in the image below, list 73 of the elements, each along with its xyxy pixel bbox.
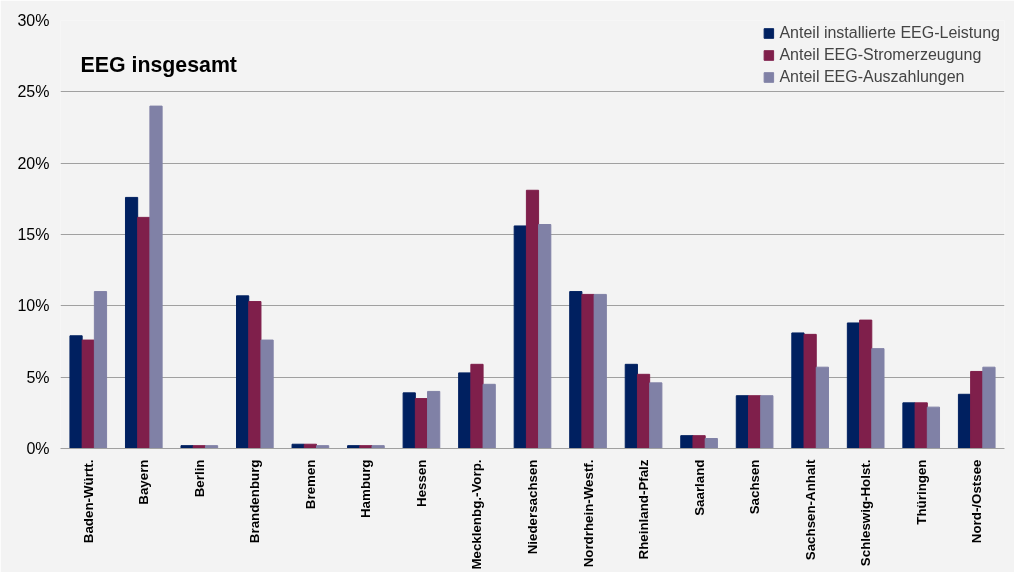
x-tick-label: Nord-/Ostsee <box>969 459 985 544</box>
y-tick-label: 0% <box>26 440 50 457</box>
bar <box>982 366 996 449</box>
y-tick-label: 20% <box>17 154 50 172</box>
bar <box>180 445 194 449</box>
bar <box>236 295 250 449</box>
bar <box>871 348 885 449</box>
text: EEG insgesamt <box>80 52 237 77</box>
x-tick-label: Brandenburg <box>247 459 263 544</box>
bar <box>414 398 429 449</box>
bar <box>636 373 651 449</box>
bar <box>81 339 95 449</box>
x-tick-label: Bayern <box>136 459 152 505</box>
y-tick-label: 30% <box>17 12 50 29</box>
y-tick-label: 15% <box>17 226 50 243</box>
bar <box>124 196 139 449</box>
bar <box>902 402 916 449</box>
bar <box>735 395 750 449</box>
bar <box>371 445 385 449</box>
bar <box>649 382 663 449</box>
bar <box>791 332 805 449</box>
bar <box>815 366 829 449</box>
bar <box>581 293 595 449</box>
bar <box>482 383 496 449</box>
x-tick-label: Baden-Württ. <box>80 459 96 544</box>
bar <box>760 395 774 449</box>
y-tick-label: 5% <box>26 368 50 386</box>
bar <box>470 363 484 449</box>
x-tick-label: Niedersachsen <box>525 459 540 555</box>
bar <box>513 225 527 449</box>
y-tick-label: 10% <box>17 297 50 315</box>
legend-label: Anteil installierte EEG-Leistung <box>779 24 1000 42</box>
legend-label: Anteil EEG-Stromerzeugung <box>779 46 982 64</box>
bar <box>859 319 873 449</box>
x-tick-label: Berlin <box>191 459 207 498</box>
bar <box>593 293 607 449</box>
bar <box>704 438 718 449</box>
x-tick-label: Sachsen <box>747 459 763 515</box>
x-tick-label: Mecklenbg.-Vorp. <box>469 459 485 570</box>
bar <box>458 372 472 449</box>
bar <box>525 189 540 449</box>
bar <box>748 395 762 449</box>
x-tick-label: Nordrhein-Westf. <box>580 459 596 568</box>
bar <box>914 402 928 449</box>
bar <box>569 291 583 449</box>
bar <box>315 445 330 449</box>
x-tick-label: Sachsen-Anhalt <box>802 458 818 561</box>
bar <box>402 392 416 449</box>
bar <box>538 224 552 449</box>
bar <box>957 393 972 449</box>
bar <box>692 435 706 449</box>
x-tick-label: Saarland <box>691 459 707 516</box>
bar <box>137 216 151 449</box>
bar <box>149 105 163 449</box>
bar <box>803 333 817 449</box>
legend-label: Anteil EEG-Auszahlungen <box>779 68 965 86</box>
bar <box>970 370 984 449</box>
bar <box>624 363 638 449</box>
x-tick-label: Hessen <box>413 459 429 507</box>
x-tick-label: Thüringen <box>913 459 929 525</box>
x-tick-label: Schleswig-Holst. <box>858 459 874 567</box>
bar <box>248 301 262 449</box>
bar <box>93 291 108 449</box>
bar <box>846 322 861 449</box>
bar <box>204 445 219 449</box>
x-tick-label: Rheinland-Pfalz <box>636 459 652 560</box>
bar <box>926 406 941 449</box>
bar <box>427 390 441 449</box>
bar <box>69 335 83 449</box>
bar <box>260 339 274 449</box>
y-tick-label: 25% <box>17 83 50 101</box>
x-tick-label: Hamburg <box>358 459 374 518</box>
x-tick-label: Bremen <box>302 459 318 510</box>
